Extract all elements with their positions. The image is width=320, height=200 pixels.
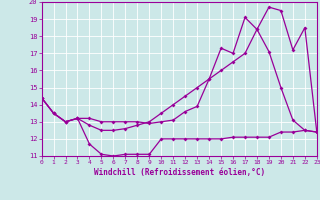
X-axis label: Windchill (Refroidissement éolien,°C): Windchill (Refroidissement éolien,°C)	[94, 168, 265, 177]
